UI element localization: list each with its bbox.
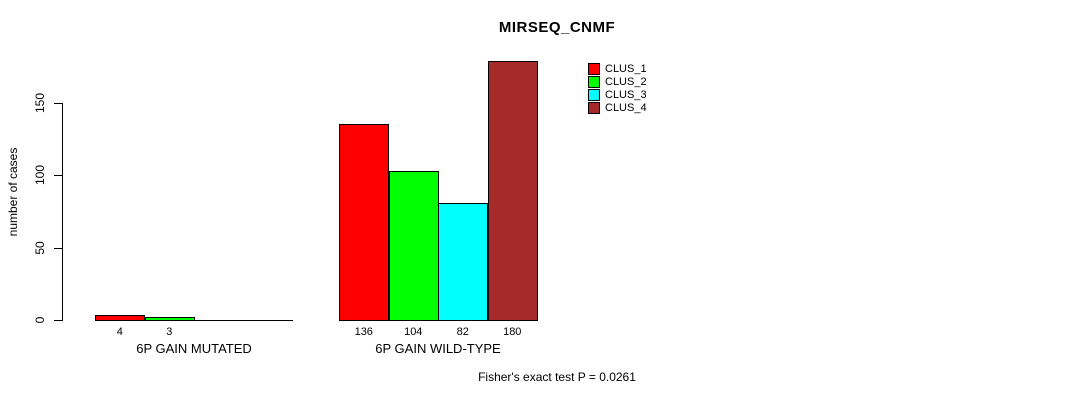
- bar-clus_4-2: [488, 61, 538, 321]
- bar-clus_1-1: [95, 315, 145, 321]
- legend-label: CLUS_1: [605, 62, 647, 75]
- chart-title: MIRSEQ_CNMF: [498, 19, 616, 36]
- y-axis-line: [62, 103, 63, 321]
- y-axis-label: number of cases: [6, 147, 20, 237]
- bar-value-label: 104: [404, 326, 423, 338]
- legend-item-clus_4: CLUS_4: [588, 101, 647, 114]
- y-axis-tick: [54, 175, 62, 176]
- bar-clus_1-2: [339, 124, 389, 321]
- legend-item-clus_1: CLUS_1: [588, 62, 647, 75]
- legend-swatch: [588, 101, 600, 114]
- y-tick-label: 150: [33, 92, 47, 114]
- annotation-text: Fisher's exact test P = 0.0261: [478, 370, 636, 384]
- x-category-label: 6P GAIN WILD-TYPE: [375, 341, 501, 356]
- legend-label: CLUS_4: [605, 101, 647, 114]
- bar-value-label: 4: [116, 326, 123, 338]
- bar-value-label: 82: [456, 326, 469, 338]
- legend-swatch: [588, 62, 600, 75]
- legend-swatch: [588, 88, 600, 101]
- bar-value-label: 180: [503, 326, 522, 338]
- legend-label: CLUS_3: [605, 88, 647, 101]
- y-axis-tick: [54, 320, 62, 321]
- legend: CLUS_1 CLUS_2 CLUS_3 CLUS_4: [588, 62, 647, 114]
- y-axis-tick: [54, 103, 62, 104]
- y-tick-label: 0: [33, 316, 47, 324]
- bar-clus_3-2: [438, 203, 488, 321]
- legend-item-clus_3: CLUS_3: [588, 88, 647, 101]
- y-axis-tick: [54, 248, 62, 249]
- y-tick-label: 50: [33, 241, 47, 255]
- bar-clus_2-2: [389, 171, 439, 321]
- bar-value-label: 136: [354, 326, 373, 338]
- legend-item-clus_2: CLUS_2: [588, 75, 647, 88]
- legend-swatch: [588, 75, 600, 88]
- bar-value-label: 3: [166, 326, 173, 338]
- legend-label: CLUS_2: [605, 75, 647, 88]
- y-tick-label: 100: [33, 164, 47, 186]
- bar-clus_2-1: [145, 317, 195, 321]
- x-category-label: 6P GAIN MUTATED: [136, 341, 252, 356]
